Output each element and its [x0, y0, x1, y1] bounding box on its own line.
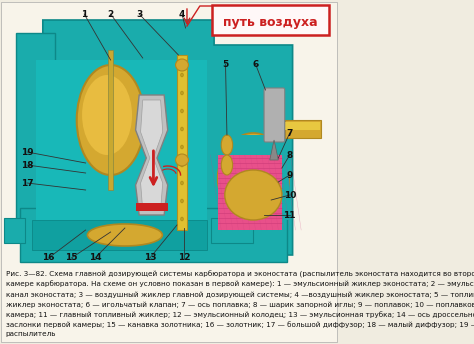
Text: 1: 1: [81, 10, 87, 19]
Text: 3: 3: [136, 10, 142, 19]
Text: 13: 13: [144, 254, 156, 262]
Ellipse shape: [221, 155, 233, 175]
Ellipse shape: [181, 163, 183, 167]
Polygon shape: [270, 140, 278, 160]
Ellipse shape: [77, 65, 145, 175]
FancyBboxPatch shape: [285, 122, 320, 130]
FancyBboxPatch shape: [1, 2, 337, 342]
Ellipse shape: [175, 154, 188, 166]
Ellipse shape: [181, 109, 183, 113]
Ellipse shape: [181, 91, 183, 95]
Text: 16: 16: [42, 254, 55, 262]
Text: канал эконостата; 3 — воздушный жиклер главной дозирующей системы; 4 —воздушный : канал эконостата; 3 — воздушный жиклер г…: [6, 291, 474, 298]
Text: 9: 9: [287, 171, 293, 180]
Text: заслонки первой камеры; 15 — канавка золотника; 16 — золотник; 17 — большой дифф: заслонки первой камеры; 15 — канавка зол…: [6, 321, 474, 328]
Text: 10: 10: [283, 191, 296, 200]
Text: Рис. 3—82. Схема главной дозирующей системы карбюратора и эконостата (распылител: Рис. 3—82. Схема главной дозирующей сист…: [6, 271, 474, 278]
Text: жиклер эконостата; 6 — игольчатый клапан; 7 — ось поплавка; 8 — шарик запорной и: жиклер эконостата; 6 — игольчатый клапан…: [6, 301, 474, 308]
Text: 8: 8: [287, 151, 293, 160]
FancyBboxPatch shape: [218, 155, 282, 230]
FancyBboxPatch shape: [210, 218, 253, 243]
Ellipse shape: [218, 133, 289, 223]
Ellipse shape: [225, 170, 282, 220]
Text: 4: 4: [179, 10, 185, 19]
Text: камере карбюратора. На схеме он условно показан в первой камере): 1 — эмульсионн: камере карбюратора. На схеме он условно …: [6, 281, 474, 288]
Ellipse shape: [181, 181, 183, 185]
FancyBboxPatch shape: [136, 203, 168, 211]
Ellipse shape: [221, 135, 233, 155]
FancyBboxPatch shape: [17, 33, 55, 232]
Ellipse shape: [181, 145, 183, 149]
FancyBboxPatch shape: [285, 120, 321, 138]
Text: 6: 6: [252, 60, 259, 68]
FancyBboxPatch shape: [4, 218, 25, 243]
Text: 11: 11: [283, 211, 296, 219]
Ellipse shape: [82, 75, 132, 155]
Text: 12: 12: [178, 254, 191, 262]
FancyBboxPatch shape: [218, 135, 289, 220]
Ellipse shape: [181, 217, 183, 221]
Polygon shape: [36, 60, 207, 240]
Ellipse shape: [87, 224, 163, 246]
Text: 19: 19: [21, 148, 34, 157]
Text: 2: 2: [108, 10, 114, 19]
Text: 15: 15: [65, 254, 78, 262]
FancyBboxPatch shape: [177, 55, 187, 230]
FancyBboxPatch shape: [264, 88, 285, 142]
FancyBboxPatch shape: [32, 220, 207, 250]
Text: камера; 11 — главный топливный жиклер; 12 — эмульсионный колодец; 13 — эмульсион: камера; 11 — главный топливный жиклер; 1…: [6, 311, 474, 318]
Text: распылитель: распылитель: [6, 331, 56, 337]
FancyBboxPatch shape: [109, 50, 113, 190]
Text: 5: 5: [222, 60, 228, 68]
Polygon shape: [21, 20, 292, 255]
Text: 14: 14: [89, 254, 101, 262]
Ellipse shape: [181, 127, 183, 131]
FancyBboxPatch shape: [20, 208, 287, 262]
Text: 7: 7: [287, 129, 293, 138]
Ellipse shape: [181, 199, 183, 203]
Text: путь воздуха: путь воздуха: [223, 15, 318, 29]
Ellipse shape: [181, 73, 183, 77]
Text: 18: 18: [21, 161, 33, 170]
Polygon shape: [141, 100, 163, 210]
Ellipse shape: [175, 59, 188, 71]
Polygon shape: [136, 95, 168, 215]
Text: 17: 17: [21, 179, 34, 187]
FancyBboxPatch shape: [212, 5, 329, 35]
